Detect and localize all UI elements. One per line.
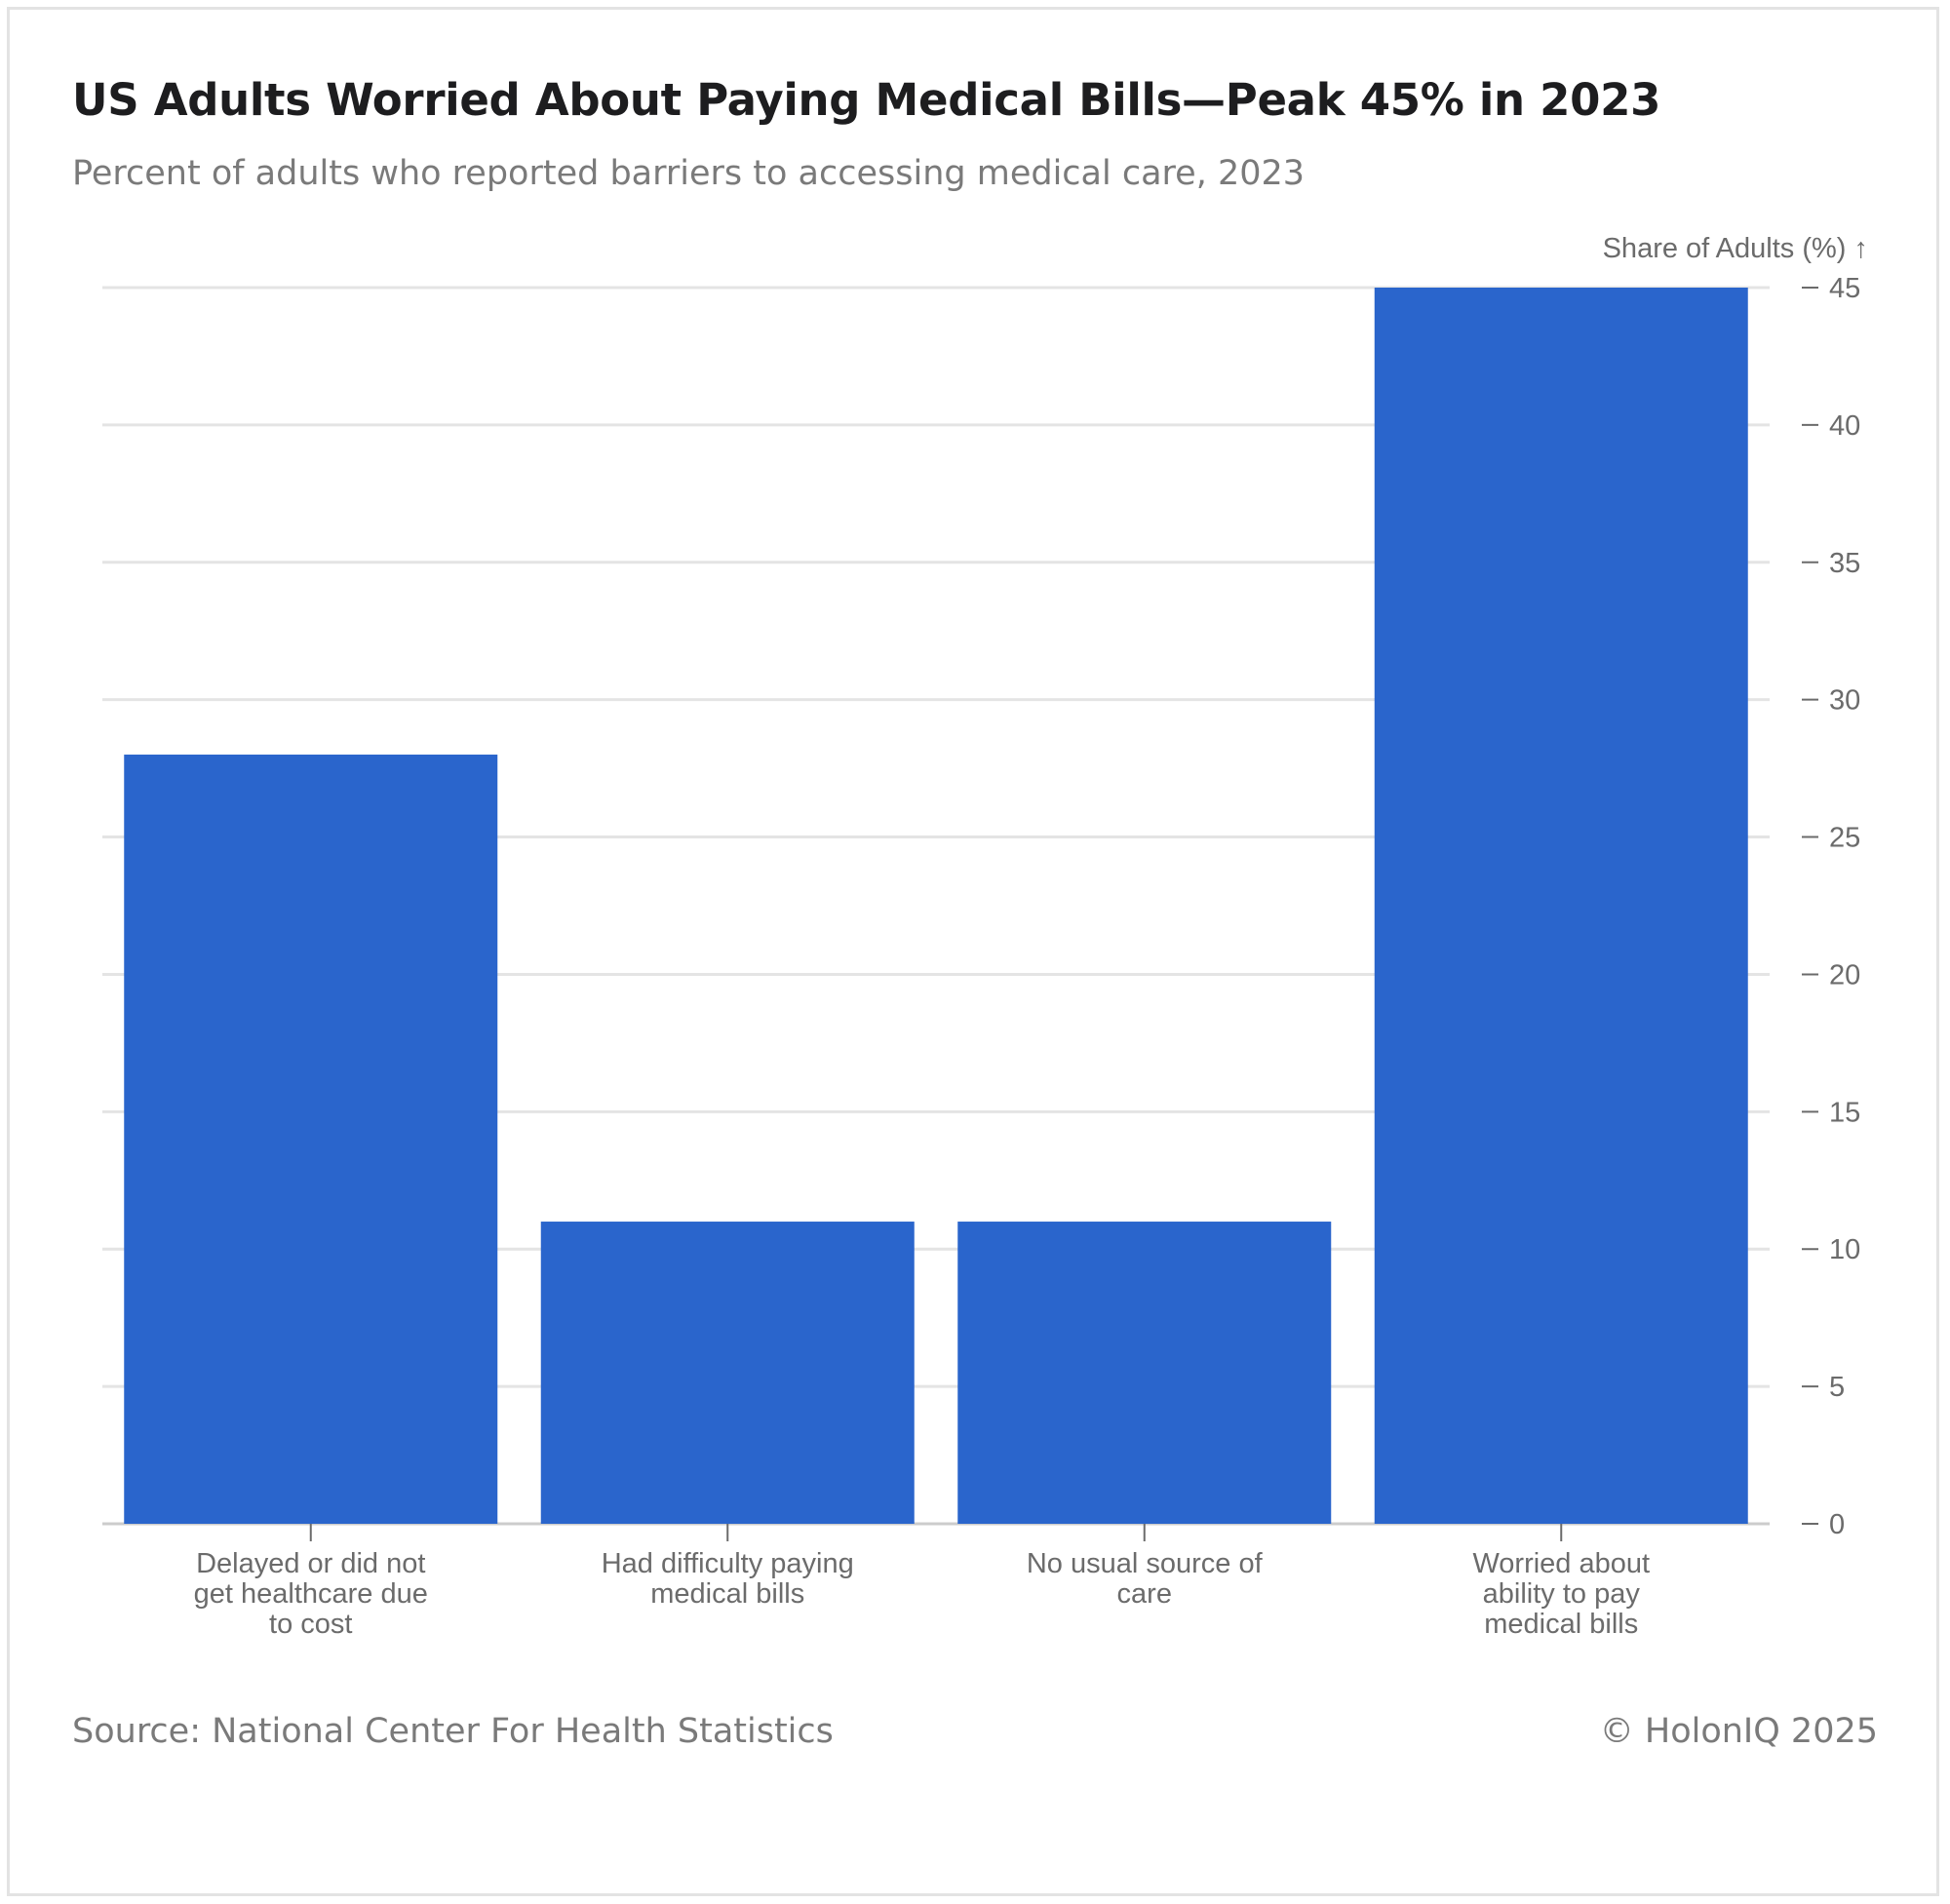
y-tick-label: 45 <box>1829 273 1860 304</box>
chart-subtitle: Percent of adults who reported barriers … <box>72 154 1306 193</box>
x-tick-label: medical bills <box>650 1578 804 1610</box>
y-tick-label: 20 <box>1829 959 1860 991</box>
y-axis: 0 5 10 15 20 25 30 35 40 45 <box>1802 273 1860 1540</box>
bar <box>540 1222 915 1524</box>
x-tick-label: to cost <box>269 1609 352 1640</box>
x-tick-label: care <box>1117 1578 1172 1610</box>
chart-title: US Adults Worried About Paying Medical B… <box>72 74 1661 126</box>
x-tick-label: medical bills <box>1484 1609 1638 1640</box>
x-tick-label: get healthcare due <box>194 1578 428 1610</box>
x-tick-label: No usual source of <box>1027 1548 1264 1579</box>
x-tick-label: Delayed or did not <box>196 1548 425 1579</box>
x-tick-label: Worried about <box>1472 1548 1650 1579</box>
y-tick-label: 0 <box>1829 1509 1845 1540</box>
bar <box>124 755 498 1524</box>
y-tick-label: 25 <box>1829 823 1860 854</box>
y-tick-label: 15 <box>1829 1097 1860 1128</box>
x-tick-label: ability to pay <box>1483 1578 1641 1610</box>
copyright-credit: © HolonIQ 2025 <box>1599 1712 1878 1751</box>
y-tick-label: 40 <box>1829 410 1860 442</box>
bars <box>124 288 1748 1524</box>
bar <box>1374 288 1748 1524</box>
y-tick-label: 30 <box>1829 685 1860 717</box>
y-tick-label: 5 <box>1829 1372 1845 1403</box>
x-tick-label: Had difficulty paying <box>602 1548 854 1579</box>
y-tick-label: 35 <box>1829 548 1860 579</box>
y-axis-title: Share of Adults (%) ↑ <box>1603 233 1868 264</box>
y-tick-label: 10 <box>1829 1234 1860 1265</box>
bar <box>957 1222 1332 1524</box>
source-note: Source: National Center For Health Stati… <box>72 1712 834 1751</box>
